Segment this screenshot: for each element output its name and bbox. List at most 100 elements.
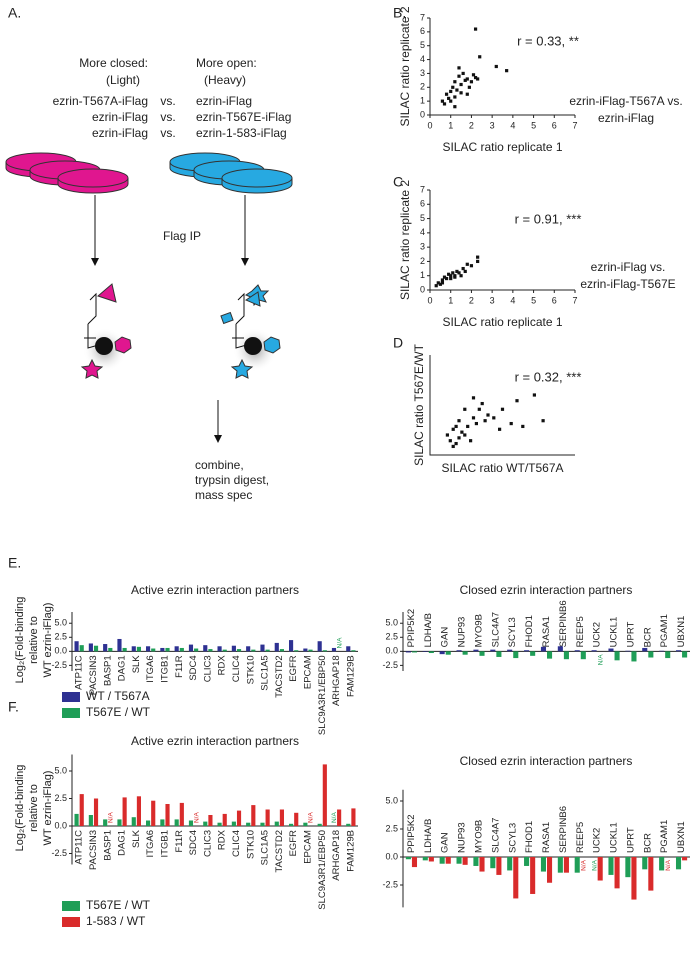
- bar: [530, 857, 536, 894]
- category-label: ATP11C: [74, 830, 85, 865]
- bar: [507, 649, 513, 652]
- bar: [547, 651, 553, 659]
- bar: [682, 857, 688, 861]
- category-label: STK10: [245, 830, 256, 859]
- bar: [174, 646, 179, 652]
- legend-label: T567E / WT: [86, 705, 151, 719]
- point: [440, 278, 445, 282]
- bar: [74, 813, 79, 826]
- y-axis-label: SILAC ratio T567E/WT: [412, 343, 426, 465]
- category-label: SLK: [131, 655, 142, 674]
- panel-label: D: [393, 335, 403, 351]
- bar: [331, 647, 337, 652]
- point: [434, 284, 438, 288]
- bar: [608, 857, 614, 875]
- bar: [160, 819, 165, 826]
- bar: [439, 651, 445, 655]
- point: [455, 88, 459, 92]
- point: [454, 441, 458, 446]
- bar: [294, 650, 299, 652]
- point: [463, 269, 467, 274]
- category-label: SLC9A3R1/EBP50: [317, 830, 328, 910]
- category-label: PPIP5K2: [406, 609, 417, 648]
- bar: [473, 857, 479, 866]
- legend-swatch: [62, 692, 80, 702]
- x-tick-label: 0: [427, 120, 432, 130]
- point: [521, 424, 525, 429]
- point: [471, 396, 476, 400]
- bar: [231, 821, 236, 826]
- bar: [208, 815, 213, 826]
- bar: [597, 857, 603, 881]
- point: [515, 399, 519, 403]
- category-label: DAG1: [117, 830, 128, 856]
- category-label: SERPINB6: [558, 806, 569, 853]
- bar: [222, 649, 227, 652]
- category-label: GAN: [440, 832, 451, 853]
- bar: [122, 647, 127, 652]
- point: [469, 439, 473, 443]
- category-label: UCKL1: [609, 822, 620, 853]
- point: [469, 80, 474, 84]
- category-label: LDHA/B: [423, 819, 434, 853]
- y-axis-label: SILAC ratio replicate 2: [398, 6, 412, 126]
- bar: [682, 651, 688, 658]
- y-tick-label: 1: [420, 270, 425, 280]
- bar: [188, 644, 194, 652]
- bar: [439, 857, 445, 864]
- bar: [79, 645, 84, 652]
- annotation: r = 0.33, **: [517, 33, 579, 48]
- category-label: REEP5: [575, 822, 586, 853]
- bar: [445, 857, 451, 864]
- category-label: REEP5: [575, 616, 586, 647]
- bar: [422, 651, 428, 652]
- category-label: EGFR: [288, 830, 299, 857]
- vs: vs.: [160, 126, 175, 140]
- bar: [203, 645, 208, 652]
- bar: [279, 809, 284, 826]
- point: [473, 27, 478, 31]
- category-label: NUP93: [457, 822, 468, 853]
- category-label: UPRT: [625, 827, 636, 853]
- closed-header: More closed:: [79, 56, 148, 70]
- comparison: ezrin-iFlag-T567A vs.: [569, 94, 682, 108]
- x-tick-label: 4: [510, 295, 515, 305]
- category-label: SCYL3: [507, 823, 518, 853]
- chart-title: Active ezrin interaction partners: [131, 734, 299, 748]
- bar: [351, 808, 356, 826]
- x-tick-label: 2: [469, 295, 474, 305]
- point: [453, 105, 457, 109]
- legend-swatch: [62, 901, 80, 911]
- point: [469, 264, 474, 268]
- y-tick-label: 0.0: [54, 820, 67, 830]
- bar: [462, 857, 468, 865]
- bar: [279, 649, 284, 652]
- category-label: UPRT: [625, 621, 636, 647]
- bar: [675, 857, 682, 870]
- point: [494, 64, 498, 69]
- bar: [513, 651, 519, 659]
- bar: [530, 651, 536, 656]
- point: [486, 413, 490, 417]
- closed-header: (Light): [106, 73, 140, 87]
- bar: [524, 650, 530, 652]
- category-label: UCK2: [592, 828, 603, 853]
- point: [453, 95, 457, 99]
- point: [451, 271, 455, 275]
- category-label: FAM129B: [345, 830, 356, 872]
- bar: [131, 646, 136, 652]
- point: [466, 424, 470, 429]
- bar: [346, 823, 351, 826]
- bar: [591, 650, 597, 652]
- bar: [303, 648, 308, 652]
- x-tick-label: 4: [510, 120, 515, 130]
- bar: [174, 819, 179, 826]
- category-label: BASP1: [102, 830, 113, 861]
- bar: [547, 857, 553, 883]
- bar: [507, 857, 513, 871]
- y-axis-label: Log₂(Fold-binding: [14, 765, 26, 852]
- point: [505, 69, 509, 73]
- point: [498, 427, 502, 431]
- point: [447, 272, 451, 276]
- point: [459, 91, 463, 95]
